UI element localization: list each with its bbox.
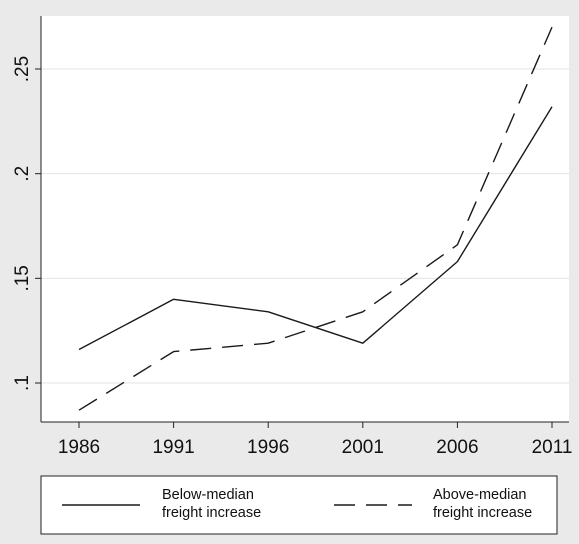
legend-label-below-line1: Below-median: [162, 487, 254, 503]
plot-area: [41, 16, 569, 422]
gridlines: [41, 68, 569, 384]
y-tick-label: .1: [12, 375, 33, 391]
y-tick-label: .15: [12, 265, 33, 291]
y-ticks: .1 .15 .2 .25: [12, 56, 41, 391]
legend-label-above-line1: Above-median: [433, 487, 527, 503]
x-tick-label: 2011: [532, 437, 573, 458]
x-tick-label: 1996: [247, 437, 289, 458]
x-ticks: 1986 1991 1996 2001 2006 2011: [58, 422, 573, 458]
y-tick-label: .2: [12, 166, 33, 182]
legend: Below-median freight increase Above-medi…: [40, 475, 558, 535]
x-tick-label: 1986: [58, 437, 100, 458]
x-tick-label: 1991: [152, 437, 194, 458]
x-tick-label: 2001: [342, 437, 384, 458]
series-lines: [78, 26, 553, 411]
x-tick-label: 2006: [436, 437, 478, 458]
y-tick-label: .25: [12, 56, 33, 82]
series-line-above-median: [78, 26, 553, 411]
axes: [40, 16, 569, 423]
legend-label-above-line2: freight increase: [433, 505, 532, 521]
legend-label-below-line2: freight increase: [162, 505, 261, 521]
